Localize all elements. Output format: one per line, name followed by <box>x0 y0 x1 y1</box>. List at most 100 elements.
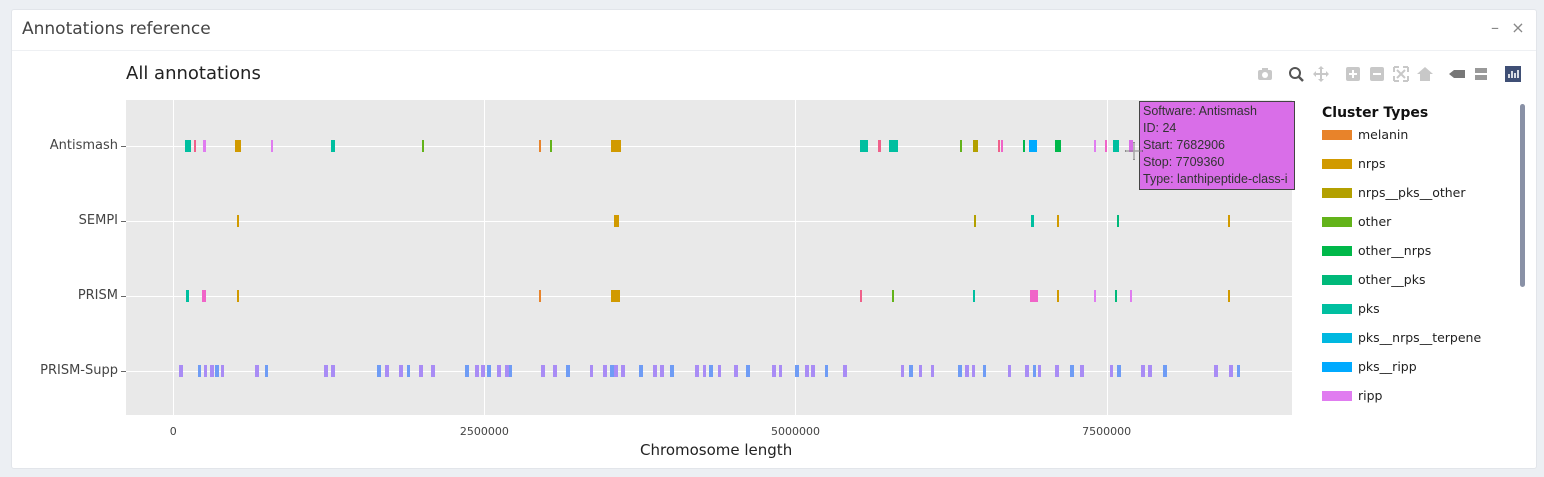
annotation-mark[interactable] <box>957 365 962 377</box>
annotation-mark[interactable] <box>553 365 558 377</box>
annotation-mark[interactable] <box>270 140 273 152</box>
annotation-mark[interactable] <box>1007 365 1012 377</box>
annotation-mark[interactable] <box>859 290 863 302</box>
annotation-mark[interactable] <box>1129 290 1132 302</box>
annotation-mark[interactable] <box>236 215 239 227</box>
annotation-mark[interactable] <box>1104 140 1107 152</box>
annotation-mark[interactable] <box>214 365 219 377</box>
annotation-mark[interactable] <box>496 365 501 377</box>
plot-area[interactable] <box>126 100 1292 415</box>
annotation-mark[interactable] <box>481 365 485 377</box>
annotation-mark[interactable] <box>431 365 436 377</box>
annotation-mark[interactable] <box>508 365 513 377</box>
annotation-mark[interactable] <box>889 140 899 152</box>
annotation-mark[interactable] <box>1236 365 1241 377</box>
annotation-mark[interactable] <box>193 140 197 152</box>
annotation-mark[interactable] <box>778 365 783 377</box>
autoscale-icon[interactable] <box>1392 65 1410 83</box>
annotation-mark[interactable] <box>1113 140 1120 152</box>
annotation-mark[interactable] <box>236 290 240 302</box>
annotation-mark[interactable] <box>669 365 674 377</box>
annotation-mark[interactable] <box>197 365 202 377</box>
annotation-mark[interactable] <box>178 365 183 377</box>
annotation-mark[interactable] <box>203 140 206 152</box>
annotation-mark[interactable] <box>610 365 614 377</box>
annotation-mark[interactable] <box>603 365 607 377</box>
annotation-mark[interactable] <box>611 290 621 302</box>
annotation-mark[interactable] <box>1030 290 1038 302</box>
hover-compare-icon[interactable] <box>1472 65 1490 83</box>
annotation-mark[interactable] <box>1229 365 1233 377</box>
annotation-mark[interactable] <box>1117 365 1121 377</box>
annotation-mark[interactable] <box>264 365 269 377</box>
annotation-mark[interactable] <box>1054 140 1062 152</box>
annotation-mark[interactable] <box>1227 215 1231 227</box>
annotation-mark[interactable] <box>1054 365 1059 377</box>
annotation-mark[interactable] <box>209 365 214 377</box>
legend-scrollbar[interactable] <box>1520 104 1525 287</box>
annotation-mark[interactable] <box>639 365 644 377</box>
annotation-mark[interactable] <box>702 365 707 377</box>
zoom-out-icon[interactable] <box>1368 65 1386 83</box>
annotation-mark[interactable] <box>541 365 545 377</box>
annotation-mark[interactable] <box>377 365 382 377</box>
annotation-mark[interactable] <box>220 365 225 377</box>
annotation-mark[interactable] <box>255 365 260 377</box>
annotation-mark[interactable] <box>804 365 809 377</box>
annotation-mark[interactable] <box>614 215 619 227</box>
annotation-mark[interactable] <box>1116 215 1119 227</box>
annotation-mark[interactable] <box>717 365 722 377</box>
annotation-mark[interactable] <box>1056 215 1059 227</box>
annotation-mark[interactable] <box>1031 215 1035 227</box>
annotation-mark[interactable] <box>974 215 977 227</box>
annotation-mark[interactable] <box>1037 365 1042 377</box>
annotation-mark[interactable] <box>1029 140 1037 152</box>
close-icon[interactable]: × <box>1511 18 1525 37</box>
annotation-mark[interactable] <box>406 365 411 377</box>
annotation-mark[interactable] <box>186 290 190 302</box>
annotation-mark[interactable] <box>1129 140 1133 152</box>
annotation-mark[interactable] <box>565 365 570 377</box>
annotation-mark[interactable] <box>930 365 935 377</box>
zoom-in-icon[interactable] <box>1344 65 1362 83</box>
annotation-mark[interactable] <box>331 365 336 377</box>
annotation-mark[interactable] <box>660 365 665 377</box>
annotation-mark[interactable] <box>614 365 619 377</box>
annotation-mark[interactable] <box>1115 290 1118 302</box>
annotation-mark[interactable] <box>982 365 987 377</box>
annotation-mark[interactable] <box>475 365 479 377</box>
annotation-mark[interactable] <box>891 290 894 302</box>
annotation-mark[interactable] <box>900 365 905 377</box>
annotation-mark[interactable] <box>1163 365 1167 377</box>
annotation-mark[interactable] <box>487 365 492 377</box>
annotation-mark[interactable] <box>1227 290 1231 302</box>
annotation-mark[interactable] <box>997 140 1000 152</box>
home-icon[interactable] <box>1416 65 1434 83</box>
annotation-mark[interactable] <box>1148 365 1152 377</box>
annotation-mark[interactable] <box>203 365 208 377</box>
annotation-mark[interactable] <box>972 290 976 302</box>
hover-closest-icon[interactable] <box>1448 65 1466 83</box>
annotation-mark[interactable] <box>653 365 657 377</box>
annotation-mark[interactable] <box>1109 365 1114 377</box>
annotation-mark[interactable] <box>1032 365 1037 377</box>
annotation-mark[interactable] <box>465 365 469 377</box>
annotation-mark[interactable] <box>201 290 206 302</box>
annotation-mark[interactable] <box>971 365 976 377</box>
annotation-mark[interactable] <box>794 365 799 377</box>
camera-icon[interactable] <box>1256 65 1274 83</box>
annotation-mark[interactable] <box>621 365 625 377</box>
annotation-mark[interactable] <box>549 140 552 152</box>
annotation-mark[interactable] <box>385 365 390 377</box>
annotation-mark[interactable] <box>1001 140 1004 152</box>
annotation-mark[interactable] <box>1079 365 1084 377</box>
annotation-mark[interactable] <box>1056 290 1059 302</box>
annotation-mark[interactable] <box>589 365 594 377</box>
annotation-mark[interactable] <box>772 365 777 377</box>
pan-icon[interactable] <box>1312 65 1330 83</box>
annotation-mark[interactable] <box>538 140 541 152</box>
annotation-mark[interactable] <box>1069 365 1074 377</box>
annotation-mark[interactable] <box>909 365 914 377</box>
annotation-mark[interactable] <box>185 140 192 152</box>
annotation-mark[interactable] <box>746 365 751 377</box>
